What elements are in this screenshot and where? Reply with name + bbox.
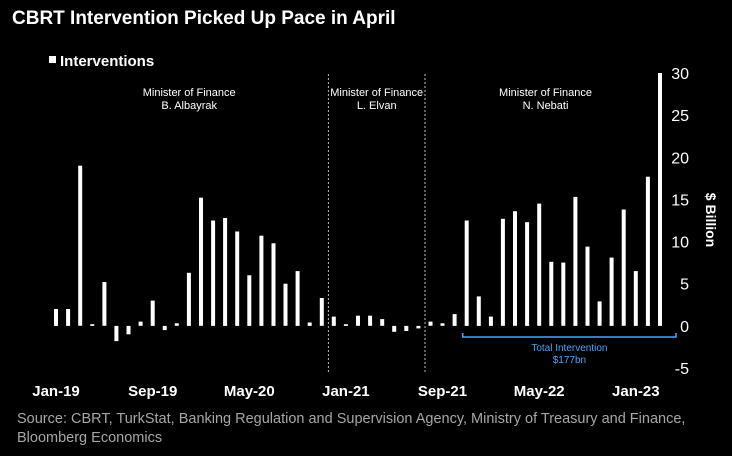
minister-name: B. Albayrak — [161, 100, 217, 112]
bar-Jul-20 — [271, 243, 276, 326]
x-tick-label: Sep-19 — [128, 383, 177, 400]
annotation-bracket — [461, 333, 677, 338]
bar-Apr-19 — [90, 324, 95, 326]
bar-Mar-23 — [658, 73, 662, 326]
bar-Jun-21 — [404, 325, 409, 331]
y-tick-label: 30 — [671, 66, 689, 83]
y-tick-label: 25 — [671, 108, 689, 125]
y-tick-label: 15 — [671, 192, 689, 209]
bar-Dec-22 — [621, 209, 626, 326]
y-tick-label: 10 — [671, 235, 689, 252]
minister-title: Minister of Finance — [499, 87, 592, 99]
bar-Feb-23 — [645, 176, 650, 326]
bar-Jan-20 — [199, 197, 203, 326]
bar-May-20 — [247, 275, 252, 326]
y-tick-label: 0 — [680, 319, 689, 336]
bar-Oct-19 — [162, 325, 167, 331]
bar-May-21 — [392, 325, 397, 332]
bar-Jul-19 — [126, 325, 131, 335]
x-tick-label: May-20 — [224, 383, 275, 400]
term-dividers — [327, 74, 426, 372]
bar-Feb-20 — [211, 220, 216, 326]
chart: Interventions $ Billion Minister of Fina… — [32, 53, 719, 400]
x-tick-label: Jan-23 — [612, 383, 660, 400]
bar-Jan-21 — [343, 324, 348, 326]
bar-Mar-22 — [513, 211, 517, 326]
x-tick-label: May-22 — [514, 383, 565, 400]
bar-Mar-20 — [223, 218, 228, 326]
bar-Nov-19 — [174, 323, 179, 326]
bar-Jul-22 — [561, 262, 566, 326]
bar-Mar-19 — [78, 165, 83, 326]
bar-Feb-22 — [500, 218, 505, 326]
x-tick-label: Jan-21 — [322, 383, 370, 400]
bar-Aug-20 — [283, 283, 288, 326]
bar-Jul-21 — [416, 325, 421, 329]
total-intervention-annotation: Total Intervention$177bn — [461, 333, 677, 366]
minister-name: N. Nebati — [523, 100, 569, 112]
y-tick-label: 5 — [680, 277, 689, 294]
y-axis-ticks: -5 0 5 10 15 20 25 30 — [671, 66, 689, 378]
bar-Oct-20 — [307, 322, 312, 326]
bar-Dec-19 — [186, 272, 191, 326]
bar-Jun-19 — [114, 325, 119, 342]
minister-title: Minister of Finance — [330, 87, 423, 99]
bar-Apr-21 — [380, 319, 385, 326]
bar-Sep-22 — [585, 246, 590, 326]
bar-Mar-21 — [368, 315, 373, 326]
x-tick-label: Sep-21 — [418, 383, 467, 400]
bar-Sep-21 — [440, 323, 445, 326]
bar-May-22 — [537, 203, 542, 326]
x-axis-ticks: Jan-19 Sep-19 May-20 Jan-21 Sep-21 May-22 Jan-… — [32, 383, 659, 400]
bar-Nov-22 — [609, 257, 614, 326]
bar-Feb-19 — [66, 309, 71, 326]
legend-label: Interventions — [60, 53, 154, 70]
bar-Aug-21 — [428, 321, 433, 326]
minister-title: Minister of Finance — [143, 87, 236, 99]
bar-Apr-20 — [235, 231, 240, 326]
y-axis-label: $ Billion — [703, 193, 719, 247]
bar-Jun-20 — [259, 235, 264, 326]
bar-Sep-20 — [295, 271, 300, 326]
bar-Nov-21 — [464, 220, 469, 326]
chart-title: CBRT Intervention Picked Up Pace in Apri… — [12, 8, 396, 29]
legend: Interventions — [49, 53, 154, 70]
bar-Jan-23 — [633, 271, 638, 326]
bar-Sep-19 — [150, 300, 155, 326]
bar-Aug-22 — [573, 196, 578, 326]
bar-Jan-22 — [488, 316, 493, 326]
bar-Apr-22 — [525, 222, 530, 326]
bar-Jan-19 — [54, 309, 58, 326]
annotation-value: $177bn — [553, 355, 586, 366]
y-tick-label: 20 — [671, 150, 689, 167]
source-note: Source: CBRT, TurkStat, Banking Regulati… — [17, 411, 686, 446]
bar-Oct-22 — [597, 301, 602, 326]
legend-swatch — [49, 56, 56, 63]
bar-Nov-20 — [319, 298, 324, 326]
bar-May-19 — [102, 282, 107, 326]
bar-Feb-21 — [356, 315, 360, 326]
bar-Dec-21 — [476, 296, 481, 326]
x-tick-label: Jan-19 — [32, 383, 80, 400]
y-tick-label: -5 — [675, 361, 689, 378]
annotation-label: Total Intervention — [531, 343, 607, 354]
bars — [54, 73, 662, 342]
bar-Aug-19 — [138, 321, 143, 326]
bar-Oct-21 — [452, 314, 457, 326]
minister-name: L. Elvan — [357, 100, 397, 112]
bar-Dec-20 — [331, 316, 336, 326]
bar-Jun-22 — [549, 261, 554, 326]
